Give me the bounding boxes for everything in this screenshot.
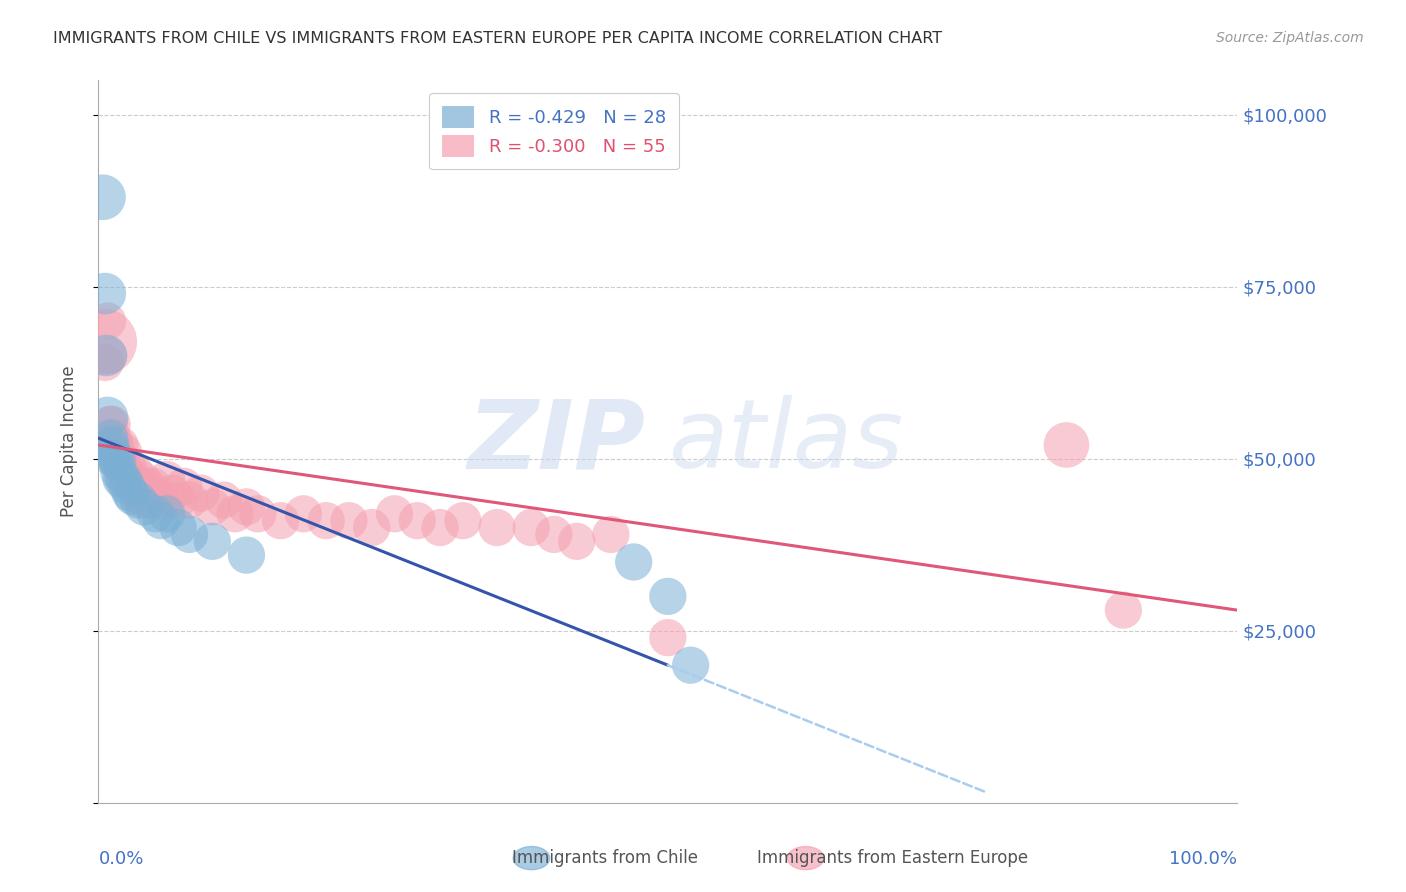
Point xyxy=(138,493,160,508)
Point xyxy=(1112,603,1135,617)
Point xyxy=(91,190,114,204)
Point xyxy=(120,486,142,500)
Point xyxy=(101,445,124,459)
Point xyxy=(94,355,117,369)
Point xyxy=(104,451,127,466)
Point xyxy=(657,631,679,645)
Point xyxy=(224,507,246,521)
Point xyxy=(108,466,131,480)
Point xyxy=(104,438,127,452)
Text: ZIP: ZIP xyxy=(467,395,645,488)
Point xyxy=(94,286,117,301)
Point xyxy=(110,458,132,473)
Point xyxy=(543,527,565,541)
Point xyxy=(110,472,132,486)
Point xyxy=(98,417,121,432)
Point xyxy=(179,493,201,508)
Point xyxy=(156,507,179,521)
Point xyxy=(132,500,155,514)
Point xyxy=(107,455,129,469)
Point xyxy=(114,466,136,480)
Y-axis label: Per Capita Income: Per Capita Income xyxy=(59,366,77,517)
Point xyxy=(128,486,150,500)
Point xyxy=(150,493,173,508)
Point xyxy=(96,314,118,328)
Point xyxy=(173,479,195,493)
Point xyxy=(112,472,135,486)
Point xyxy=(190,486,212,500)
Text: Immigrants from Eastern Europe: Immigrants from Eastern Europe xyxy=(758,849,1028,867)
Point xyxy=(315,514,337,528)
Point xyxy=(600,527,623,541)
Point xyxy=(98,431,121,445)
Point xyxy=(142,479,165,493)
Point xyxy=(451,514,474,528)
Point xyxy=(103,451,125,466)
Point xyxy=(103,431,125,445)
Point xyxy=(212,493,235,508)
Point xyxy=(406,514,429,528)
Point xyxy=(93,334,115,349)
Point xyxy=(520,520,543,534)
Point xyxy=(108,451,131,466)
Point xyxy=(246,507,269,521)
Point xyxy=(115,479,138,493)
Point xyxy=(167,493,190,508)
Point xyxy=(623,555,645,569)
Point xyxy=(97,349,120,363)
Point xyxy=(201,534,224,549)
Point xyxy=(270,514,292,528)
Point xyxy=(360,520,382,534)
Point xyxy=(105,445,128,459)
Point xyxy=(657,590,679,604)
Point xyxy=(337,514,360,528)
Point xyxy=(120,472,142,486)
Point xyxy=(121,490,143,504)
Point xyxy=(136,479,159,493)
Point xyxy=(179,527,201,541)
Point xyxy=(167,520,190,534)
Point xyxy=(292,507,315,521)
Point xyxy=(100,438,122,452)
Point xyxy=(156,472,179,486)
Point xyxy=(124,466,146,480)
Point xyxy=(132,493,155,508)
Text: Immigrants from Chile: Immigrants from Chile xyxy=(512,849,697,867)
Point xyxy=(429,520,451,534)
Point xyxy=(112,445,135,459)
Text: atlas: atlas xyxy=(668,395,903,488)
Text: 0.0%: 0.0% xyxy=(98,850,143,868)
Point xyxy=(384,507,406,521)
Text: IMMIGRANTS FROM CHILE VS IMMIGRANTS FROM EASTERN EUROPE PER CAPITA INCOME CORREL: IMMIGRANTS FROM CHILE VS IMMIGRANTS FROM… xyxy=(53,31,942,46)
Point xyxy=(127,479,149,493)
Point xyxy=(108,438,131,452)
Legend: R = -0.429   N = 28, R = -0.300   N = 55: R = -0.429 N = 28, R = -0.300 N = 55 xyxy=(429,93,679,169)
Point xyxy=(1054,438,1078,452)
Text: 100.0%: 100.0% xyxy=(1170,850,1237,868)
Point xyxy=(96,349,118,363)
Point xyxy=(679,658,702,673)
Point xyxy=(145,507,167,521)
Point xyxy=(117,458,139,473)
Point xyxy=(486,520,509,534)
Point xyxy=(150,514,173,528)
Point xyxy=(235,500,257,514)
Point xyxy=(127,493,149,508)
Point xyxy=(235,548,257,562)
Point xyxy=(121,472,143,486)
Text: Source: ZipAtlas.com: Source: ZipAtlas.com xyxy=(1216,31,1364,45)
Point xyxy=(565,534,588,549)
Point xyxy=(131,472,153,486)
Point xyxy=(162,486,184,500)
Point xyxy=(201,500,224,514)
Point xyxy=(101,417,124,432)
Point xyxy=(96,410,118,425)
Point xyxy=(145,486,167,500)
